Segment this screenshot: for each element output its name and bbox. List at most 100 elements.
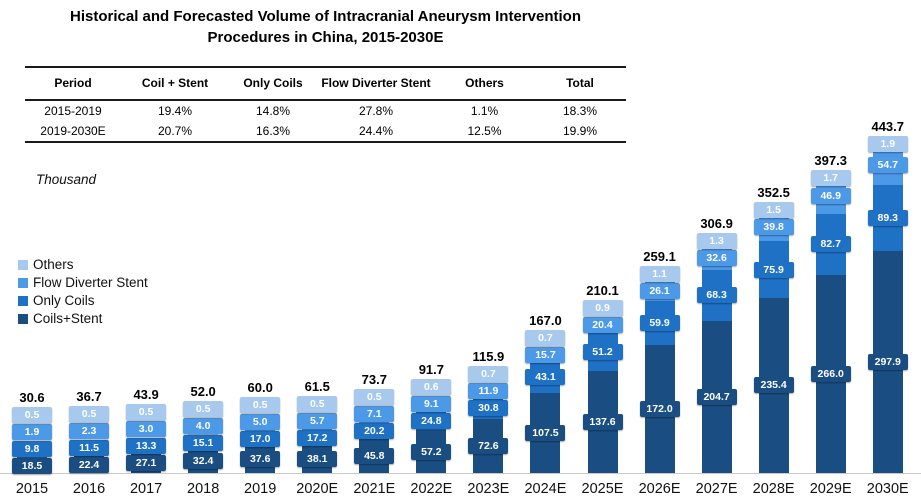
cagr-table: Period Coil + Stent Only Coils Flow Dive…: [25, 66, 626, 143]
value-label-flow-diverter-stent: 32.6: [696, 249, 737, 266]
value-label-others: 1.5: [753, 201, 794, 218]
value-label-others: 0.5: [297, 396, 338, 413]
x-axis-line: [0, 473, 921, 474]
legend-item-flow-diverter-stent: Flow Diverter Stent: [18, 275, 148, 290]
value-label-flow-diverter-stent: 46.9: [810, 188, 851, 205]
x-axis-label-2017: 2017: [129, 481, 163, 497]
value-label-coils-stent: 137.6: [582, 413, 623, 430]
legend-label: Only Coils: [33, 293, 95, 308]
value-label-only-coils: 68.3: [696, 287, 737, 304]
col-header-others: Others: [435, 67, 534, 101]
value-label-others: 1.7: [810, 170, 851, 187]
legend-label: Coils+Stent: [33, 311, 103, 326]
cagr-cell: 12.5%: [467, 124, 502, 138]
stacked-bar-chart: 18.5 9.8 1.9 0.5 30.6 2015 22.4 11.5 2.3 0.5 36.7 2…: [0, 115, 921, 503]
cagr-table-row-2019-2030e: 2019-2030E 20.7% 16.3% 24.4% 12.5% 19.9%: [25, 121, 626, 142]
legend-label: Flow Diverter Stent: [33, 275, 148, 290]
value-label-others: 0.5: [126, 403, 167, 420]
value-label-coils-stent: 266.0: [810, 366, 851, 383]
value-label-coils-stent: 45.8: [354, 447, 395, 464]
cagr-cell: 1.1%: [470, 104, 499, 118]
value-label-others: 0.5: [69, 405, 110, 422]
value-label-coils-stent: 172.0: [639, 401, 680, 418]
cagr-table-header-row: Period Coil + Stent Only Coils Flow Dive…: [25, 67, 626, 101]
total-label: 61.5: [304, 379, 330, 395]
value-label-flow-diverter-stent: 4.0: [183, 418, 224, 435]
value-label-only-coils: 75.9: [753, 261, 794, 278]
x-axis-label-2021e: 2021E: [353, 481, 396, 497]
value-label-coils-stent: 22.4: [69, 456, 110, 473]
cagr-cell: 27.8%: [358, 104, 394, 118]
value-label-others: 1.1: [639, 265, 680, 282]
total-label: 91.7: [418, 362, 444, 378]
chart-title-line-2: Procedures in China, 2015-2030E: [207, 29, 444, 46]
chart-legend: Others Flow Diverter Stent Only Coils Coils…: [18, 257, 148, 326]
value-label-flow-diverter-stent: 9.1: [411, 396, 452, 413]
value-label-flow-diverter-stent: 5.0: [240, 413, 281, 430]
total-label: 36.7: [76, 388, 102, 404]
x-axis-label-2019: 2019: [244, 481, 277, 497]
cagr-cell: 19.4%: [157, 104, 193, 118]
cagr-cell: 24.4%: [358, 124, 394, 138]
x-axis-label-2025e: 2025E: [581, 481, 624, 497]
total-label: 306.9: [700, 215, 733, 231]
value-label-others: 0.5: [240, 396, 281, 413]
total-label: 259.1: [643, 248, 676, 264]
value-label-flow-diverter-stent: 39.8: [753, 218, 794, 235]
x-axis-label-2018: 2018: [187, 481, 220, 497]
value-label-flow-diverter-stent: 11.9: [468, 382, 509, 399]
value-label-coils-stent: 32.4: [183, 452, 224, 469]
value-label-only-coils: 24.8: [411, 413, 452, 430]
chart-title-line-1: Historical and Forecasted Volume of Intr…: [70, 8, 581, 25]
legend-swatch-icon: [18, 295, 28, 306]
value-label-others: 1.3: [696, 232, 737, 249]
value-label-others: 0.5: [354, 389, 395, 406]
bar-segment-flow-diverter-stent: [245, 428, 276, 433]
value-label-coils-stent: 38.1: [297, 450, 338, 467]
value-label-others: 0.7: [468, 365, 509, 382]
x-axis-label-2027e: 2027E: [695, 481, 738, 497]
total-label: 397.3: [814, 153, 847, 169]
legend-item-only-coils: Only Coils: [18, 293, 148, 308]
total-label: 43.9: [133, 386, 159, 402]
value-label-coils-stent: 18.5: [12, 458, 52, 475]
value-label-coils-stent: 72.6: [468, 438, 509, 454]
total-label: 167.0: [529, 313, 562, 329]
col-header-period: Period: [25, 67, 121, 101]
legend-swatch-icon: [18, 277, 28, 288]
col-header-total: Total: [534, 67, 626, 101]
value-label-only-coils: 17.2: [297, 430, 338, 447]
cagr-cell: 19.9%: [562, 124, 598, 138]
value-label-only-coils: 9.8: [12, 441, 52, 458]
legend-item-coils-stent: Coils+Stent: [18, 311, 148, 326]
col-header-coil-stent: Coil + Stent: [121, 67, 229, 101]
value-label-only-coils: 82.7: [810, 236, 851, 253]
value-label-only-coils: 13.3: [126, 437, 167, 454]
legend-label: Others: [33, 257, 74, 272]
value-label-others: 1.9: [867, 135, 908, 152]
total-label: 30.6: [19, 390, 45, 406]
value-label-only-coils: 30.8: [468, 399, 509, 416]
axis-unit-label: Thousand: [36, 172, 97, 187]
legend-swatch-icon: [18, 259, 28, 270]
value-label-coils-stent: 27.1: [126, 454, 167, 471]
value-label-flow-diverter-stent: 54.7: [867, 156, 908, 173]
value-label-only-coils: 20.2: [354, 423, 395, 440]
value-label-only-coils: 15.1: [183, 435, 224, 452]
value-label-only-coils: 11.5: [69, 439, 110, 456]
x-axis-label-2016: 2016: [72, 481, 106, 497]
value-label-only-coils: 59.9: [639, 314, 680, 331]
value-label-only-coils: 43.1: [525, 369, 566, 386]
x-axis-label-2026e: 2026E: [638, 481, 681, 497]
cagr-cell: 20.7%: [157, 124, 193, 138]
bar-segment-flow-diverter-stent: [302, 427, 333, 432]
total-label: 352.5: [757, 184, 790, 200]
value-label-coils-stent: 297.9: [867, 354, 908, 371]
value-label-flow-diverter-stent: 2.3: [69, 422, 110, 439]
value-label-others: 0.5: [12, 407, 52, 424]
x-axis-label-2015: 2015: [15, 481, 49, 497]
legend-item-others: Others: [18, 257, 148, 272]
value-label-flow-diverter-stent: 5.7: [297, 413, 338, 430]
cagr-table-row-2015-2019: 2015-2019 19.4% 14.8% 27.8% 1.1% 18.3%: [25, 100, 626, 121]
